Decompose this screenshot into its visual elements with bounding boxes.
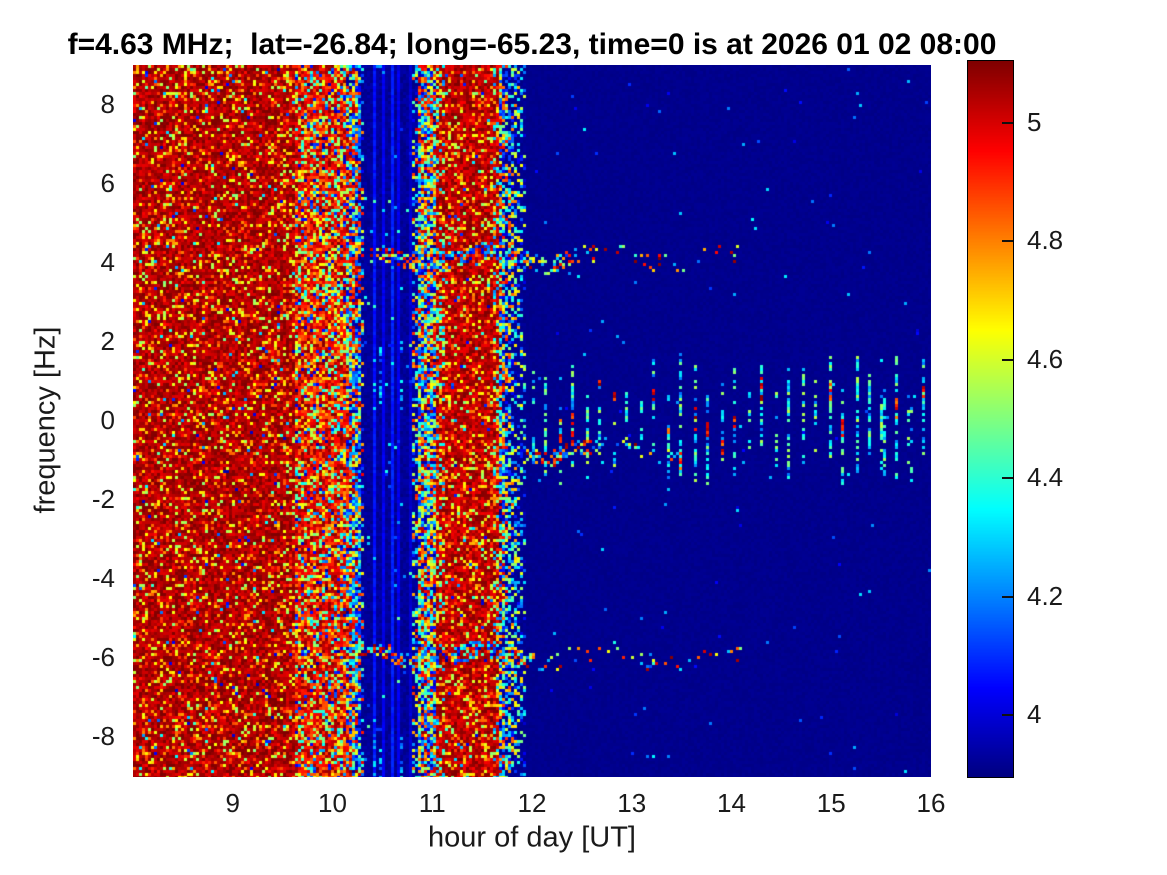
colorbar-tick-mark (1002, 595, 1013, 598)
colorbar-tick-label: 4.6 (1027, 343, 1064, 374)
x-tick-label: 16 (916, 788, 946, 818)
y-tick-label: 4 (100, 246, 115, 277)
colorbar-tick-label: 4.2 (1027, 580, 1064, 611)
y-tick-label: -2 (91, 484, 115, 515)
y-tick-label: 2 (100, 325, 115, 356)
y-tick-label: -4 (91, 563, 115, 594)
colorbar-tick-label: 4 (1027, 699, 1042, 730)
y-tick-label: -8 (91, 721, 115, 752)
y-tick-label: 6 (100, 167, 115, 198)
x-tick-label: 14 (717, 788, 746, 818)
x-tick-label: 11 (418, 788, 446, 818)
x-tick-label: 9 (225, 788, 240, 818)
figure-title: f=4.63 MHz; lat=-26.84; long=-65.23, tim… (67, 28, 997, 61)
colorbar-tick-mark (1002, 358, 1013, 361)
colorbar-tick-mark (1002, 240, 1013, 243)
x-tick-label: 10 (318, 788, 347, 818)
colorbar-tick-mark (1002, 121, 1013, 124)
colorbar-gradient (968, 61, 1013, 777)
y-tick-label: -6 (91, 642, 115, 673)
x-tick-label: 13 (617, 788, 647, 818)
colorbar-tick-mark (1002, 714, 1013, 717)
colorbar (967, 60, 1014, 778)
colorbar-tick-label: 4.8 (1027, 225, 1064, 256)
x-tick-label: 12 (517, 788, 547, 818)
spectrogram-heatmap (133, 65, 931, 777)
colorbar-tick-label: 4.4 (1027, 462, 1064, 493)
y-tick-label: 8 (100, 88, 115, 119)
x-axis-label: hour of day [UT] (428, 821, 636, 854)
colorbar-tick-mark (1002, 477, 1013, 480)
x-tick-label: 15 (816, 788, 846, 818)
colorbar-tick-label: 5 (1027, 106, 1042, 137)
y-tick-label: 0 (100, 405, 115, 435)
